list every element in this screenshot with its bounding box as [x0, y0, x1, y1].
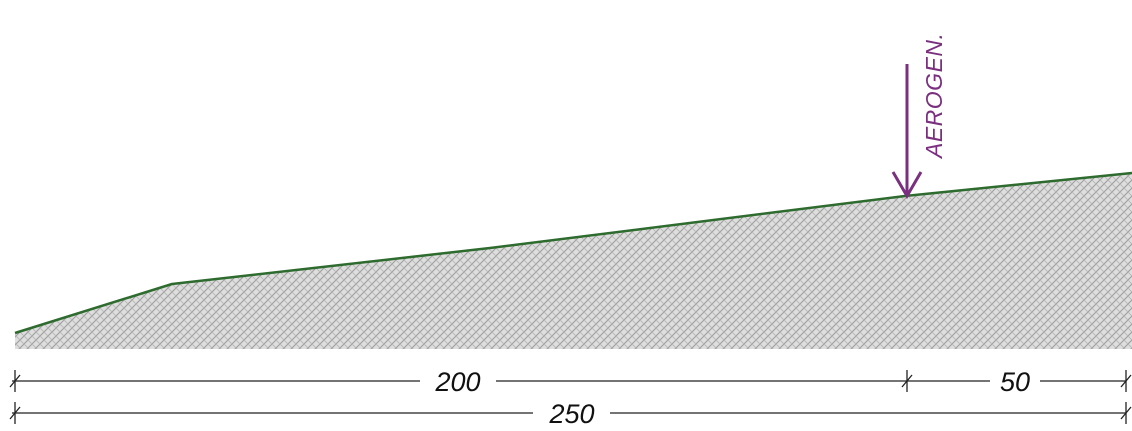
dimension-tick-mid-slash — [901, 374, 913, 388]
dimension-row-total: 250 — [9, 399, 1132, 429]
turbine-arrow-head — [891, 171, 923, 199]
dimension-total-tick-start-slash — [9, 406, 21, 420]
dimension-label-200: 200 — [434, 367, 480, 397]
dimension-tick-start-slash — [9, 374, 21, 388]
dimension-label-50: 50 — [1000, 367, 1030, 397]
dimension-tick-end-slash — [1120, 374, 1132, 388]
ground-fill — [15, 173, 1132, 349]
dimension-total-tick-end-slash — [1120, 406, 1132, 420]
turbine-label: AEROGEN. — [921, 33, 947, 160]
turbine-marker: AEROGEN. — [891, 33, 947, 199]
dimension-row-segments: 200 50 — [9, 367, 1132, 397]
ground-profile-line — [14, 171, 1132, 335]
dimension-label-250: 250 — [548, 399, 594, 429]
